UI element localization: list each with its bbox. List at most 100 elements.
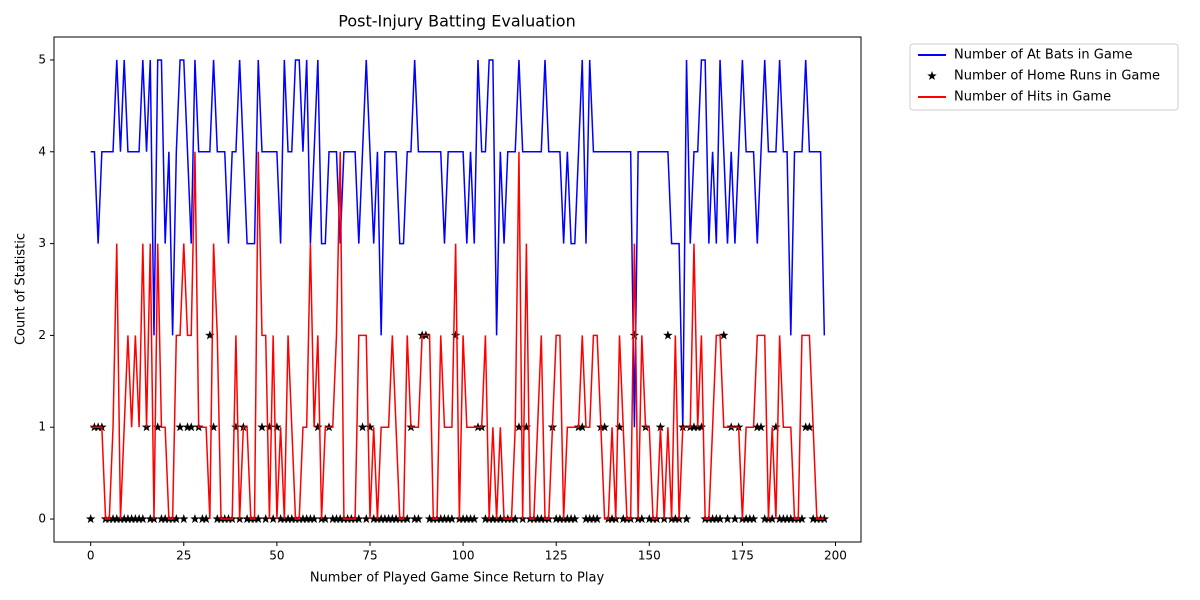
home-run-marker [130,514,141,524]
home-run-marker [592,514,602,524]
home-run-marker [756,422,766,432]
x-tick-label: 100 [452,549,475,563]
home-run-marker [551,514,561,524]
home-run-marker [536,514,547,524]
home-run-marker [495,514,506,524]
home-run-marker [272,422,282,432]
home-run-marker [186,422,196,432]
home-run-marker [331,514,342,524]
home-run-marker [480,514,491,524]
home-run-marker [711,514,722,524]
home-run-marker [570,514,580,524]
home-run-marker [205,330,215,340]
home-run-marker [696,422,707,432]
home-run-marker [357,422,368,432]
home-run-marker [462,514,472,524]
home-run-marker [231,422,241,432]
home-run-marker [182,422,193,432]
home-run-marker [275,514,286,524]
home-run-marker [175,422,185,432]
home-run-marker [320,514,331,524]
legend-label: Number of Hits in Game [954,90,1111,105]
legend-label: Number of At Bats in Game [954,48,1132,63]
home-run-marker [745,514,755,524]
home-run-marker [532,514,543,524]
home-run-marker [134,514,144,524]
home-run-marker [715,514,725,524]
home-run-marker [160,514,170,524]
home-run-marker [201,514,211,524]
home-run-marker [257,422,267,432]
home-run-marker [190,514,200,524]
x-tick-label: 75 [362,549,377,563]
legend-marker [927,71,937,81]
home-run-marker [566,514,576,524]
home-run-marker [719,330,729,340]
home-run-marker [748,514,759,524]
home-run-marker [637,514,647,524]
home-run-marker [335,514,345,524]
home-run-marker [298,514,308,524]
home-run-marker [361,514,372,524]
home-run-marker [771,422,781,432]
home-run-marker [387,514,398,524]
home-run-marker [465,514,476,524]
home-run-marker [253,514,264,524]
x-tick-label: 0 [87,549,95,563]
home-run-marker [450,330,461,340]
x-tick-label: 25 [176,549,191,563]
home-run-marker [778,514,789,524]
y-tick-label: 0 [38,512,46,526]
home-run-marker [447,514,457,524]
home-run-marker [268,514,278,524]
home-run-marker [242,514,252,524]
home-run-marker [391,514,401,524]
home-run-marker [752,422,763,432]
home-run-marker [260,514,271,524]
home-run-marker [264,422,275,432]
home-run-marker [138,514,148,524]
home-run-marker [368,514,379,524]
home-run-marker [424,514,435,524]
home-run-marker [644,514,655,524]
home-run-marker [670,514,681,524]
home-run-marker [354,514,364,524]
home-run-marker [309,514,319,524]
home-run-marker [722,514,733,524]
home-run-marker [555,514,565,524]
home-run-marker [521,422,532,432]
home-run-marker [179,514,189,524]
home-run-marker [443,514,453,524]
home-run-marker [469,514,480,524]
home-run-marker [510,514,520,524]
home-run-marker [156,514,167,524]
x-tick-label: 50 [269,549,284,563]
home-run-marker [305,514,316,524]
home-run-marker [409,514,420,524]
x-tick-label: 125 [545,549,568,563]
home-run-marker [663,330,673,340]
home-run-marker [413,514,424,524]
home-run-marker [287,514,297,524]
y-tick-label: 3 [38,236,46,250]
home-run-marker [730,514,740,524]
plot-frame [53,36,862,543]
x-axis-label: Number of Played Game Since Return to Pl… [310,571,605,586]
legend-label: Number of Home Runs in Game [954,69,1160,84]
home-run-marker [707,514,718,524]
home-run-marker [435,514,446,524]
home-run-marker [741,514,751,524]
home-run-marker [111,514,122,524]
x-tick-label: 200 [824,549,847,563]
home-run-marker [797,514,807,524]
home-run-marker [577,422,588,432]
home-run-marker [85,514,96,524]
home-run-marker [681,514,692,524]
home-run-marker [804,422,815,432]
home-run-marker [152,422,163,432]
home-run-marker [365,422,375,432]
home-run-marker [618,514,628,524]
home-run-marker [562,514,573,524]
home-run-marker [782,514,792,524]
